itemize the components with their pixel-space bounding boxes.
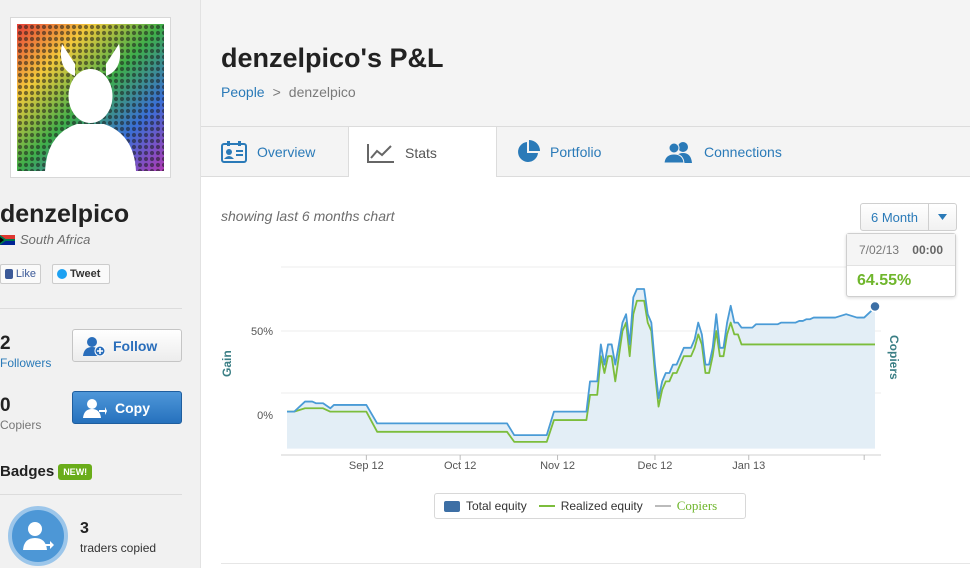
page-header: denzelpico's P&L People > denzelpico <box>201 0 970 127</box>
tab-stats-label: Stats <box>405 144 437 161</box>
copiers-label: Copiers <box>0 418 42 432</box>
highlighted-point <box>869 300 881 313</box>
tab-connections-label: Connections <box>704 144 782 160</box>
profile-card-icon <box>221 141 247 163</box>
tooltip-date: 7/02/13 <box>859 242 900 257</box>
tab-bar: Overview Stats Portfolio Connections <box>201 127 970 178</box>
y-tick-label: 50% <box>251 326 273 338</box>
follow-label: Follow <box>113 337 158 354</box>
chart-range-caption: showing last 6 months chart <box>221 208 395 224</box>
tab-portfolio-label: Portfolio <box>550 144 602 160</box>
new-badge-tag: NEW! <box>58 463 93 480</box>
avatar-image <box>17 24 164 171</box>
tooltip-value: 64.55% <box>857 272 912 289</box>
y-axis-title: Gain <box>220 350 234 377</box>
total-equity-line <box>287 288 876 437</box>
tab-connections[interactable]: Connections <box>664 127 782 177</box>
dropdown-caret-icon[interactable] <box>929 204 956 230</box>
range-dropdown[interactable]: 6 Month <box>860 203 957 231</box>
equity-chart: 50% 0% Gain Copiers Sep 12 Oct 12 Nov 12 Dec 12… <box>220 266 901 472</box>
line-chart-icon <box>367 143 394 163</box>
south-africa-flag-icon <box>0 234 15 245</box>
country-row: South Africa <box>0 232 90 247</box>
badges-heading: Badges NEW! <box>0 463 93 480</box>
add-user-icon <box>83 336 105 356</box>
copy-user-icon <box>83 398 107 418</box>
y-tick-label: 0% <box>257 410 273 422</box>
divider <box>221 563 970 564</box>
legend-swatch-total-equity <box>444 500 460 512</box>
copied-user-icon <box>23 522 54 550</box>
x-tick-label: Nov 12 <box>540 460 575 472</box>
facebook-icon <box>5 269 13 279</box>
tab-overview-label: Overview <box>257 144 316 160</box>
copiers-count: 0 <box>0 395 11 416</box>
pie-chart-icon <box>518 140 540 162</box>
tab-portfolio[interactable]: Portfolio <box>516 127 601 177</box>
avatar[interactable] <box>10 17 171 178</box>
followers-count: 2 <box>0 333 11 354</box>
range-selected-value: 6 Month <box>861 204 929 230</box>
country-name: South Africa <box>20 232 91 247</box>
legend-swatch-realized-equity <box>538 505 555 507</box>
traders-copied-count: 3 <box>80 520 89 537</box>
legend-label-realized-equity: Realized equity <box>560 499 643 513</box>
x-tick-label: Dec 12 <box>638 460 673 472</box>
stats-panel: showing last 6 months chart 6 Month 50% 0… <box>201 177 970 568</box>
twitter-icon <box>57 269 67 279</box>
tab-overview[interactable]: Overview <box>221 127 315 177</box>
x-tick-label: Jan 13 <box>732 460 765 472</box>
breadcrumb: People > denzelpico <box>221 84 356 100</box>
breadcrumb-separator: > <box>272 84 281 100</box>
chart-tooltip: 7/02/13 00:00 64.55% <box>846 233 956 297</box>
facebook-like-button[interactable]: Like <box>0 264 41 284</box>
legend-item-copiers[interactable]: Copiers <box>654 498 718 514</box>
x-tick-label: Sep 12 <box>349 460 384 472</box>
legend-swatch-copiers <box>654 505 671 507</box>
divider <box>0 494 182 495</box>
tooltip-time: 00:00 <box>912 242 943 257</box>
copy-button[interactable]: Copy <box>72 391 182 424</box>
like-label: Like <box>15 268 36 280</box>
chart-legend: Total equity Realized equity Copiers <box>434 493 746 519</box>
x-tick-label: Oct 12 <box>444 460 476 472</box>
copy-label: Copy <box>115 399 150 416</box>
breadcrumb-current: denzelpico <box>288 84 356 100</box>
tweet-label: Tweet <box>70 268 101 280</box>
legend-label-total-equity: Total equity <box>466 499 527 513</box>
username: denzelpico <box>0 200 130 228</box>
tooltip-header: 7/02/13 00:00 <box>847 234 955 266</box>
follow-button[interactable]: Follow <box>72 329 182 362</box>
divider <box>0 308 182 309</box>
traders-copied-badge[interactable] <box>8 506 68 566</box>
profile-sidebar: denzelpico South Africa Like Tweet 2 Fol… <box>0 0 201 568</box>
people-icon <box>664 142 692 163</box>
realized-equity-line <box>287 299 875 443</box>
page-title: denzelpico's P&L <box>221 43 444 73</box>
traders-copied-label: traders copied <box>80 541 157 555</box>
total-equity-area <box>287 289 875 449</box>
breadcrumb-people-link[interactable]: People <box>221 84 265 100</box>
tab-stats[interactable]: Stats <box>348 127 497 178</box>
legend-item-realized-equity[interactable]: Realized equity <box>538 499 643 513</box>
legend-label-copiers: Copiers <box>676 498 718 513</box>
legend-item-total-equity[interactable]: Total equity <box>444 499 527 513</box>
tweet-button[interactable]: Tweet <box>52 264 110 284</box>
badges-title: Badges <box>0 463 55 480</box>
followers-link[interactable]: Followers <box>0 356 52 370</box>
y2-axis-title: Copiers <box>887 335 901 380</box>
